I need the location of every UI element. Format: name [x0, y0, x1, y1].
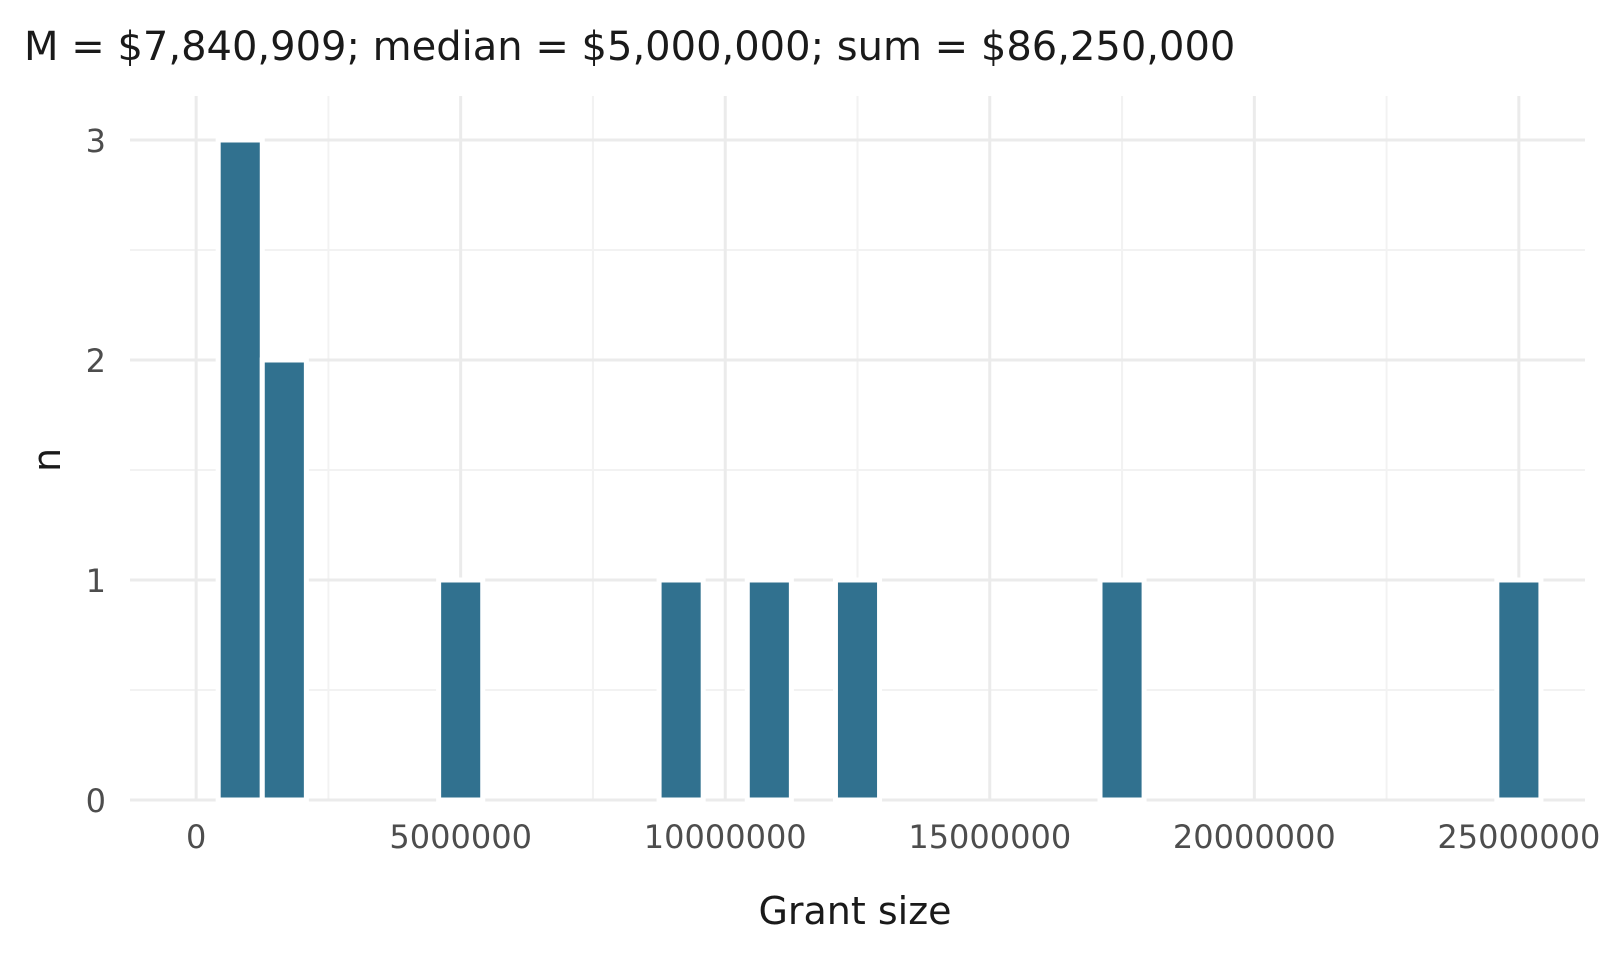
x-tick-label: 5000000	[389, 818, 532, 856]
histogram-bar	[832, 577, 883, 803]
x-axis-ticks: 0 5000000 10000000 15000000 20000000 25000000	[186, 818, 1600, 856]
x-tick-label: 25000000	[1437, 818, 1600, 856]
x-tick-label: 15000000	[908, 818, 1071, 856]
y-axis-label: n	[25, 448, 69, 472]
chart-title: M = $7,840,909; median = $5,000,000; sum…	[24, 24, 1235, 70]
y-tick-label: 0	[86, 782, 106, 820]
histogram-bar	[744, 577, 794, 803]
histogram-bar	[215, 137, 265, 803]
y-tick-label: 3	[86, 122, 106, 160]
y-axis-ticks: 0 1 2 3	[86, 122, 106, 820]
x-tick-label: 20000000	[1173, 818, 1336, 856]
histogram-bar	[1097, 577, 1147, 803]
histogram-bar	[656, 577, 706, 803]
histogram-bar	[259, 357, 309, 803]
y-tick-label: 2	[86, 342, 106, 380]
x-tick-label: 10000000	[644, 818, 807, 856]
x-tick-label: 0	[186, 818, 206, 856]
bars	[215, 137, 1544, 803]
histogram-bar	[436, 577, 486, 803]
histogram-bar	[1494, 577, 1544, 803]
y-tick-label: 1	[86, 562, 106, 600]
x-axis-label: Grant size	[758, 889, 951, 933]
